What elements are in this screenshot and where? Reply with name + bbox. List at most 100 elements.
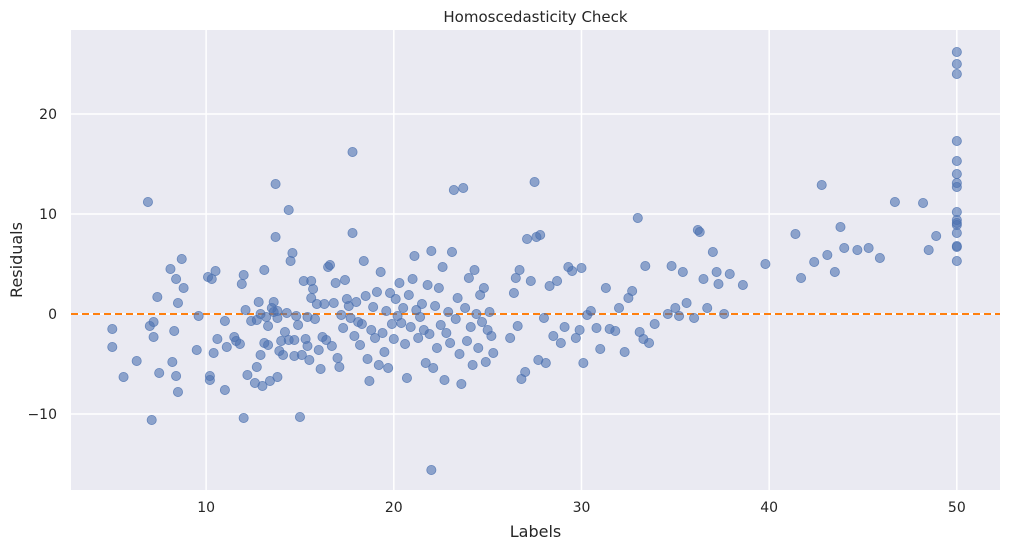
data-point xyxy=(191,344,202,355)
data-point xyxy=(445,337,456,348)
data-point xyxy=(711,266,722,277)
data-point xyxy=(407,273,418,284)
data-point xyxy=(632,212,643,223)
data-point xyxy=(610,325,621,336)
data-point xyxy=(221,341,232,352)
data-point xyxy=(874,252,885,263)
data-point xyxy=(512,320,523,331)
data-point xyxy=(951,255,962,266)
data-point xyxy=(281,307,292,318)
data-point xyxy=(253,296,264,307)
data-point xyxy=(670,302,681,313)
plot-area xyxy=(71,30,1000,490)
data-point xyxy=(923,244,934,255)
data-point xyxy=(257,380,268,391)
data-point xyxy=(401,372,412,383)
x-tick-label: 10 xyxy=(197,500,215,516)
data-point xyxy=(405,321,416,332)
data-point xyxy=(951,69,962,80)
data-point xyxy=(430,300,441,311)
data-point xyxy=(368,301,379,312)
data-point xyxy=(373,359,384,370)
data-point xyxy=(508,287,519,298)
data-point xyxy=(918,197,929,208)
data-point xyxy=(488,347,499,358)
data-point xyxy=(951,155,962,166)
data-point xyxy=(172,386,183,397)
x-tick-label: 40 xyxy=(760,500,778,516)
data-point xyxy=(309,313,320,324)
data-point xyxy=(435,319,446,330)
data-point xyxy=(951,241,962,252)
data-point xyxy=(238,412,249,423)
data-point xyxy=(356,318,367,329)
data-point xyxy=(619,346,630,357)
data-point xyxy=(338,322,349,333)
x-axis-label: Labels xyxy=(510,522,562,541)
data-point xyxy=(486,330,497,341)
data-point xyxy=(219,315,230,326)
data-point xyxy=(448,184,459,195)
data-point xyxy=(255,349,266,360)
data-point xyxy=(505,332,516,343)
data-point xyxy=(576,262,587,273)
data-point xyxy=(240,304,251,315)
data-point xyxy=(279,326,290,337)
data-point xyxy=(441,327,452,338)
data-point xyxy=(863,242,874,253)
data-point xyxy=(142,196,153,207)
data-point xyxy=(567,265,578,276)
data-point xyxy=(332,352,343,363)
data-point xyxy=(146,414,157,425)
data-point xyxy=(296,349,307,360)
data-point xyxy=(360,290,371,301)
data-point xyxy=(377,327,388,338)
data-point xyxy=(452,292,463,303)
data-point xyxy=(525,275,536,286)
data-point xyxy=(107,341,118,352)
data-point xyxy=(426,245,437,256)
data-point xyxy=(694,226,705,237)
data-point xyxy=(270,178,281,189)
data-point xyxy=(666,260,677,271)
data-point xyxy=(336,309,347,320)
data-point xyxy=(263,320,274,331)
data-point xyxy=(677,266,688,277)
data-point xyxy=(662,308,673,319)
data-point xyxy=(315,363,326,374)
data-point xyxy=(458,182,469,193)
data-point xyxy=(289,334,300,345)
data-point xyxy=(951,135,962,146)
x-tick-labels: 10 20 30 40 50 xyxy=(197,500,966,516)
data-point xyxy=(644,337,655,348)
data-point xyxy=(724,268,735,279)
data-point xyxy=(415,311,426,322)
data-point xyxy=(640,260,651,271)
x-tick-label: 20 xyxy=(385,500,403,516)
data-point xyxy=(118,371,129,382)
data-point xyxy=(263,339,274,350)
data-point xyxy=(400,338,411,349)
data-point xyxy=(251,361,262,372)
data-point xyxy=(829,266,840,277)
data-point xyxy=(319,298,330,309)
data-point xyxy=(381,305,392,316)
data-point xyxy=(520,366,531,377)
data-point xyxy=(293,319,304,330)
data-point xyxy=(176,253,187,264)
data-point xyxy=(426,464,437,475)
data-point xyxy=(424,328,435,339)
data-point xyxy=(287,247,298,258)
data-point xyxy=(510,272,521,283)
data-point xyxy=(461,335,472,346)
data-point xyxy=(719,308,730,319)
data-point xyxy=(347,227,358,238)
data-point xyxy=(544,280,555,291)
data-point xyxy=(347,146,358,157)
data-point xyxy=(272,312,283,323)
data-point xyxy=(473,342,484,353)
data-point xyxy=(578,357,589,368)
data-point xyxy=(552,275,563,286)
data-point xyxy=(540,357,551,368)
data-point xyxy=(446,246,457,257)
